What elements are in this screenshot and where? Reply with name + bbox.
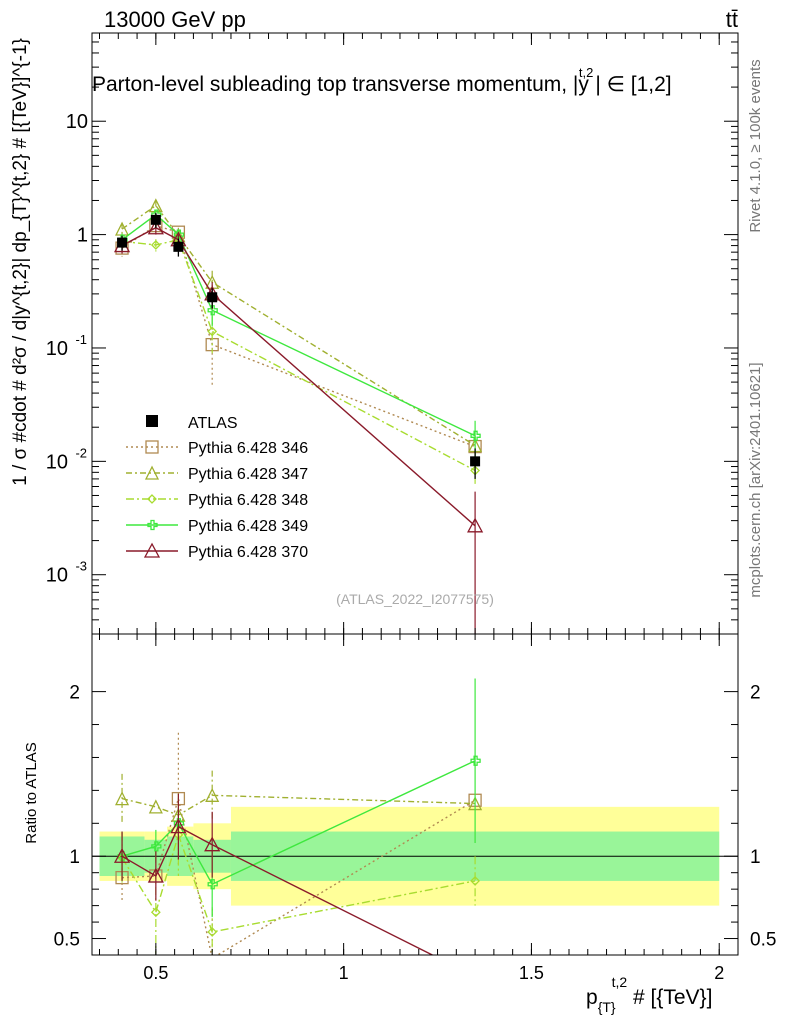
y-tick-label-3: 10 xyxy=(46,451,68,473)
y-tick-label-4: 10 xyxy=(46,565,68,587)
series-3-point-2 xyxy=(173,229,185,240)
mcplots-source-label: mcplots.cern.ch [arXiv:2401.10621] xyxy=(747,362,764,597)
x-axis-label-tail: # [{TeV}] xyxy=(627,986,712,1009)
series-4-point-4 xyxy=(467,517,484,533)
atlas-point-2 xyxy=(173,241,184,252)
plot-title-main: Parton-level subleading top transverse m… xyxy=(92,73,589,96)
legend-label-1: Pythia 6.428 347 xyxy=(188,466,308,483)
atlas-point-1 xyxy=(150,214,161,225)
ratio-y-tick-label-right-0: 0.5 xyxy=(750,930,776,951)
y-tick-label-0: 10 xyxy=(66,111,88,133)
x-axis-label-sup: t,2 xyxy=(612,974,628,990)
series-2-point-3 xyxy=(207,326,218,337)
ratio-y-tick-label-1: 1 xyxy=(69,847,80,868)
series-2-ratio-point-3 xyxy=(207,927,218,937)
legend-marker-2 xyxy=(147,494,157,504)
series-1-ratio-point-3 xyxy=(205,787,220,802)
legend-label-0: Pythia 6.428 346 xyxy=(188,440,308,457)
plot-title: Parton-level subleading top transverse m… xyxy=(92,65,672,96)
series-0-line xyxy=(121,224,476,448)
ratio-y-tick-label-right-2: 2 xyxy=(750,683,761,704)
series-3-ratio-point-2 xyxy=(173,818,185,829)
atlas-point-4 xyxy=(470,456,481,467)
legend-label-3: Pythia 6.428 349 xyxy=(188,518,308,535)
y-tick-label-1: 1 xyxy=(77,225,88,247)
atlas-data-points xyxy=(117,212,481,479)
series-4-ratio-point-0 xyxy=(113,847,131,863)
plot-title-sup: t,2 xyxy=(579,65,593,80)
legend-marker-1 xyxy=(144,465,160,480)
y-tick-exp-3: -2 xyxy=(75,445,87,460)
series-1-ratio-point-0 xyxy=(114,791,130,806)
x-tick-label-3: 2 xyxy=(714,963,724,983)
series-3-ratio-point-1 xyxy=(151,841,162,852)
y-axis-label: 1 / σ #cdot # d²σ / d|y^{t,2}| dp_{T}^{t… xyxy=(10,38,31,486)
x-axis-label: p{T} t,2 # [{TeV}] xyxy=(586,974,712,1015)
y-tick-exp-4: -3 xyxy=(75,559,87,574)
x-axis-label-main: p xyxy=(586,986,598,1009)
series-1-ratio-point-1 xyxy=(148,799,163,814)
series-4-ratio-point-3 xyxy=(204,836,221,852)
series-4-ratio-point-2 xyxy=(170,818,187,834)
axes-group: 0.5 1 1.5 2 10 1 10 -1 10 -2 10 -3 0.5 0.5 1 1 2 2 xyxy=(46,32,776,983)
legend: ATLAS Pythia 6.428 346 Pythia 6.428 347 Pyt… xyxy=(126,415,308,561)
series-2-point-1 xyxy=(150,240,161,250)
series-2-line xyxy=(121,238,476,472)
series-3-point-4 xyxy=(470,430,481,441)
plot-title-tail: | ∈ [1,2] xyxy=(595,73,671,96)
legend-label-4: Pythia 6.428 370 xyxy=(188,544,308,561)
y-tick-label-2: 10 xyxy=(46,338,68,360)
rivet-version-label: Rivet 4.1.0, ≥ 100k events xyxy=(747,59,764,232)
series-2-ratio-point-4 xyxy=(470,876,481,886)
series-3-ratio-point-3 xyxy=(207,879,218,890)
analysis-id-label: (ATLAS_2022_I2077575) xyxy=(336,591,494,607)
series-3-point-3 xyxy=(207,305,218,316)
y-tick-exp-2: -1 xyxy=(75,332,87,347)
legend-atlas-marker xyxy=(146,415,158,427)
ratio-series-group xyxy=(113,678,483,955)
x-tick-label-1: 1 xyxy=(339,963,349,983)
legend-label-2: Pythia 6.428 348 xyxy=(188,492,308,509)
series-4-point-1 xyxy=(147,219,164,235)
ratio-y-axis-label: Ratio to ATLAS xyxy=(23,742,40,843)
series-4-ratio-point-1 xyxy=(147,867,164,883)
main-series-group xyxy=(113,198,484,634)
x-tick-label-2: 1.5 xyxy=(519,963,544,983)
ratio-panel-frame xyxy=(91,633,739,956)
legend-marker-0 xyxy=(145,440,159,454)
series-2-ratio-point-1 xyxy=(150,907,161,918)
atlas-point-3 xyxy=(207,292,218,303)
ratio-y-tick-label-0: 0.5 xyxy=(54,930,80,951)
x-axis-label-sub: {T} xyxy=(598,999,616,1015)
header-process-label: tt̄ xyxy=(726,7,738,32)
series-1-line xyxy=(121,204,476,447)
legend-marker-3 xyxy=(147,519,158,531)
legend-atlas-label: ATLAS xyxy=(188,415,238,432)
x-tick-label-0: 0.5 xyxy=(143,963,168,983)
header-energy-label: 13000 GeV pp xyxy=(104,7,246,32)
series-3-ratio-point-4 xyxy=(470,755,481,766)
legend-marker-4 xyxy=(143,542,161,558)
ratio-y-tick-label-right-1: 1 xyxy=(750,847,761,868)
atlas-point-0 xyxy=(117,237,128,248)
ratio-y-tick-label-2: 2 xyxy=(69,683,80,704)
